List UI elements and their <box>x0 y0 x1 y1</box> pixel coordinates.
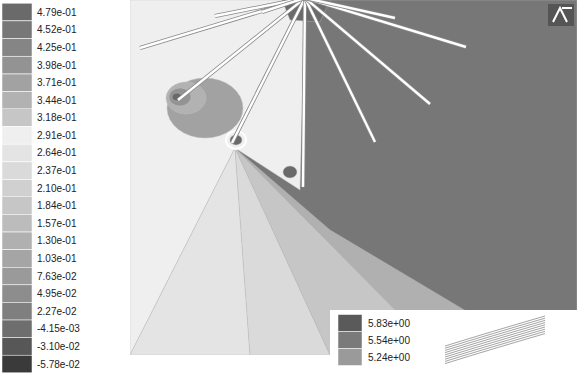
contour-zone <box>130 0 577 355</box>
probe-line <box>215 0 305 16</box>
figure: 4.79e-01 4.52e-01 4.25e-01 3.98e-01 3.71e-01… <box>0 0 577 373</box>
probe-outline <box>232 0 305 143</box>
inset-panel <box>330 310 577 373</box>
probe-outline <box>178 0 305 100</box>
probe-line <box>262 0 305 12</box>
inset: 5.83e+00 5.54e+00 5.24e+00 <box>330 310 577 373</box>
logo <box>548 4 574 26</box>
colorbar-label: 4.25e-01 <box>37 42 77 53</box>
colorbar-label: 1.84e-01 <box>37 200 77 211</box>
colorbar-label: 3.98e-01 <box>37 60 77 71</box>
colorbar-label: 2.37e-01 <box>37 165 77 176</box>
colorbar-swatch <box>2 267 32 285</box>
colorbar-label: 4.52e-01 <box>37 24 77 35</box>
probe-outline <box>303 0 305 187</box>
colorbar-swatch <box>2 197 32 215</box>
colorbar-swatch <box>2 180 32 198</box>
colorbar-label: 4.79e-01 <box>37 7 77 18</box>
streamline <box>445 325 545 355</box>
contour-field <box>130 0 577 355</box>
colorbar-swatch <box>2 74 32 92</box>
probe-outline <box>305 0 466 47</box>
colorbar-swatch <box>2 355 32 373</box>
colorbar-swatch <box>2 250 32 268</box>
colorbar: 4.79e-01 4.52e-01 4.25e-01 3.98e-01 3.71e-01… <box>2 3 80 373</box>
colorbar-swatch <box>2 3 32 21</box>
colorbar-swatch <box>2 214 32 232</box>
colorbar-swatch <box>2 285 32 303</box>
colorbar-swatch <box>2 21 32 39</box>
colorbar-label: -4.15e-03 <box>37 323 80 334</box>
streamline <box>445 327 545 357</box>
streamline <box>445 334 545 364</box>
inset-label: 5.24e+00 <box>368 352 410 363</box>
colorbar-label: -5.78e-02 <box>37 359 80 370</box>
probe-line <box>303 0 305 187</box>
probe-outline <box>262 0 305 12</box>
contour-zone <box>166 82 206 114</box>
inset-swatch <box>338 349 362 366</box>
colorbar-label: 1.30e-01 <box>37 235 77 246</box>
contour-zone <box>167 78 243 138</box>
colorbar-label: 2.10e-01 <box>37 183 77 194</box>
colorbar-label: 2.91e-01 <box>37 130 77 141</box>
colorbar-label: 3.18e-01 <box>37 112 77 123</box>
probe-line <box>140 0 305 48</box>
background <box>0 0 577 373</box>
inset-label: 5.54e+00 <box>368 335 410 346</box>
probe-outline <box>305 0 375 142</box>
colorbar-swatch <box>2 302 32 320</box>
colorbar-label: 1.57e-01 <box>37 218 77 229</box>
probe-line <box>305 0 375 142</box>
colorbar-swatch <box>2 320 32 338</box>
inset-label: 5.83e+00 <box>368 318 410 329</box>
logo-box <box>548 4 574 26</box>
colorbar-label: 4.95e-02 <box>37 288 77 299</box>
colorbar-swatch <box>2 109 32 127</box>
colorbar-swatch <box>2 126 32 144</box>
colorbar-label: 7.63e-02 <box>37 271 77 282</box>
probe-line <box>305 0 395 18</box>
logo-mark <box>553 8 572 22</box>
inset-swatch <box>338 315 362 332</box>
contour-zone <box>130 148 250 355</box>
probe-line <box>305 0 466 47</box>
streamline <box>445 331 545 361</box>
colorbar-label: 3.71e-01 <box>37 77 77 88</box>
colorbar-label: 2.64e-01 <box>37 147 77 158</box>
colorbar-label: 3.44e-01 <box>37 95 77 106</box>
colorbar-label: -3.10e-02 <box>37 341 80 352</box>
colorbar-label: 2.27e-02 <box>37 306 77 317</box>
colorbar-swatch <box>2 162 32 180</box>
probe-line <box>178 0 305 100</box>
colorbar-swatch <box>2 144 32 162</box>
colorbar-swatch <box>2 92 32 110</box>
colorbar-swatch <box>2 338 32 356</box>
probe-line <box>232 0 305 143</box>
inset-swatch <box>338 332 362 349</box>
colorbar-swatch <box>2 232 32 250</box>
probe-outline <box>305 0 395 18</box>
colorbar-label: 1.03e-01 <box>37 253 77 264</box>
probe-outline <box>215 0 305 16</box>
probe-outline <box>140 0 305 48</box>
colorbar-swatch <box>2 56 32 74</box>
streamline <box>445 329 545 359</box>
colorbar-swatch <box>2 39 32 57</box>
contour-zone <box>283 166 297 178</box>
